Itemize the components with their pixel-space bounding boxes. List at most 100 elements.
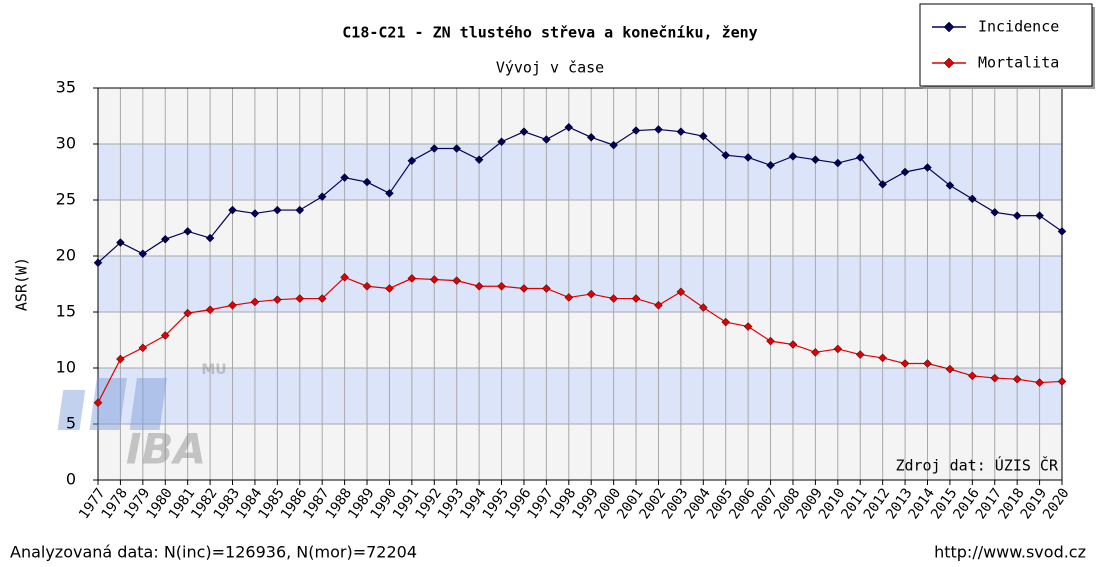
data-point <box>1012 374 1022 384</box>
data-point <box>855 350 865 359</box>
data-point <box>93 258 103 268</box>
data-point <box>385 284 394 293</box>
data-point <box>542 284 551 293</box>
data-point <box>497 281 506 291</box>
data-point <box>183 227 193 236</box>
data-point <box>833 158 843 168</box>
data-point <box>205 305 215 315</box>
data-point <box>160 331 170 340</box>
data-point <box>654 125 663 134</box>
data-point <box>317 192 327 201</box>
data-point <box>967 371 977 381</box>
data-point <box>250 209 260 218</box>
data-point <box>519 127 529 137</box>
data-point <box>250 297 260 307</box>
data-point <box>116 354 125 364</box>
data-point <box>990 373 1000 383</box>
data-point <box>811 347 820 357</box>
plot-frame <box>97 87 1063 481</box>
data-point <box>362 177 372 187</box>
data-point <box>116 238 125 247</box>
data-point <box>564 293 574 302</box>
data-point <box>407 156 417 166</box>
data-point <box>474 155 484 165</box>
data-point <box>183 308 193 318</box>
data-point <box>340 272 349 282</box>
data-point <box>564 122 574 132</box>
y-tick-label: 35 <box>56 78 76 97</box>
source-note: Zdroj dat: ÚZIS ČR <box>895 456 1059 475</box>
footer-right: http://www.svod.cz <box>934 543 1086 562</box>
band <box>98 88 1062 144</box>
data-point <box>586 132 596 142</box>
legend-marker <box>943 57 955 69</box>
data-point <box>900 167 910 177</box>
legend: Incidence Mortalita <box>919 3 1095 89</box>
watermark: IBA MU <box>57 362 227 474</box>
data-point <box>1057 377 1067 386</box>
data-point <box>788 151 798 161</box>
watermark-sub: MU <box>201 362 226 378</box>
data-point <box>474 281 484 291</box>
watermark-text: IBA <box>126 425 206 474</box>
legend-marker <box>943 21 955 33</box>
data-point <box>542 135 551 144</box>
data-point <box>407 274 417 283</box>
y-tick-label: 30 <box>56 134 76 153</box>
legend-label: Incidence <box>978 18 1059 36</box>
data-point <box>878 179 888 189</box>
data-point <box>429 144 439 153</box>
y-tick-label: 10 <box>56 358 76 377</box>
data-point <box>295 294 305 303</box>
y-axis-label: ASR(W) <box>13 257 31 311</box>
data-point <box>1035 378 1044 387</box>
data-point <box>1012 211 1022 221</box>
data-point <box>317 294 327 303</box>
data-point <box>676 127 686 137</box>
data-point <box>990 207 1000 217</box>
data-point <box>295 205 305 215</box>
data-point <box>945 181 955 190</box>
data-point <box>586 289 596 299</box>
data-point <box>609 294 618 303</box>
data-point <box>967 194 977 204</box>
data-point <box>519 284 529 293</box>
data-point <box>878 353 888 363</box>
band <box>98 144 1062 200</box>
data-point <box>900 359 910 368</box>
data-point <box>945 364 955 374</box>
band <box>98 424 1062 480</box>
y-tick-label: 5 <box>66 414 76 433</box>
data-point <box>1035 211 1044 221</box>
data-point <box>1057 227 1067 236</box>
data-point <box>452 144 462 153</box>
data-point <box>766 336 775 346</box>
data-point <box>138 249 148 259</box>
data-point <box>429 275 439 284</box>
plot-area <box>93 87 1063 485</box>
data-point <box>721 150 731 160</box>
data-point <box>676 287 686 297</box>
data-point <box>205 233 215 243</box>
data-point <box>631 126 641 135</box>
logo-shape <box>57 390 86 430</box>
data-point <box>497 137 506 147</box>
y-tick-label: 15 <box>56 302 76 321</box>
band <box>98 200 1062 256</box>
y-tick-label: 20 <box>56 246 76 265</box>
data-point <box>788 340 798 349</box>
footer-left: Analyzovaná data: N(inc)=126936, N(mor)=… <box>10 543 417 562</box>
chart-title: C18-C21 - ZN tlustého střeva a konečníku… <box>342 24 757 42</box>
data-point <box>811 155 820 165</box>
x-tick-label: 2020 <box>1040 485 1072 522</box>
data-point <box>385 188 394 198</box>
data-point <box>654 300 663 310</box>
y-tick-label: 0 <box>66 470 76 489</box>
data-point <box>138 343 148 353</box>
data-point <box>721 317 731 327</box>
data-point <box>855 153 865 162</box>
data-point <box>228 205 237 215</box>
data-point <box>93 398 103 408</box>
legend-label: Mortalita <box>978 54 1059 72</box>
